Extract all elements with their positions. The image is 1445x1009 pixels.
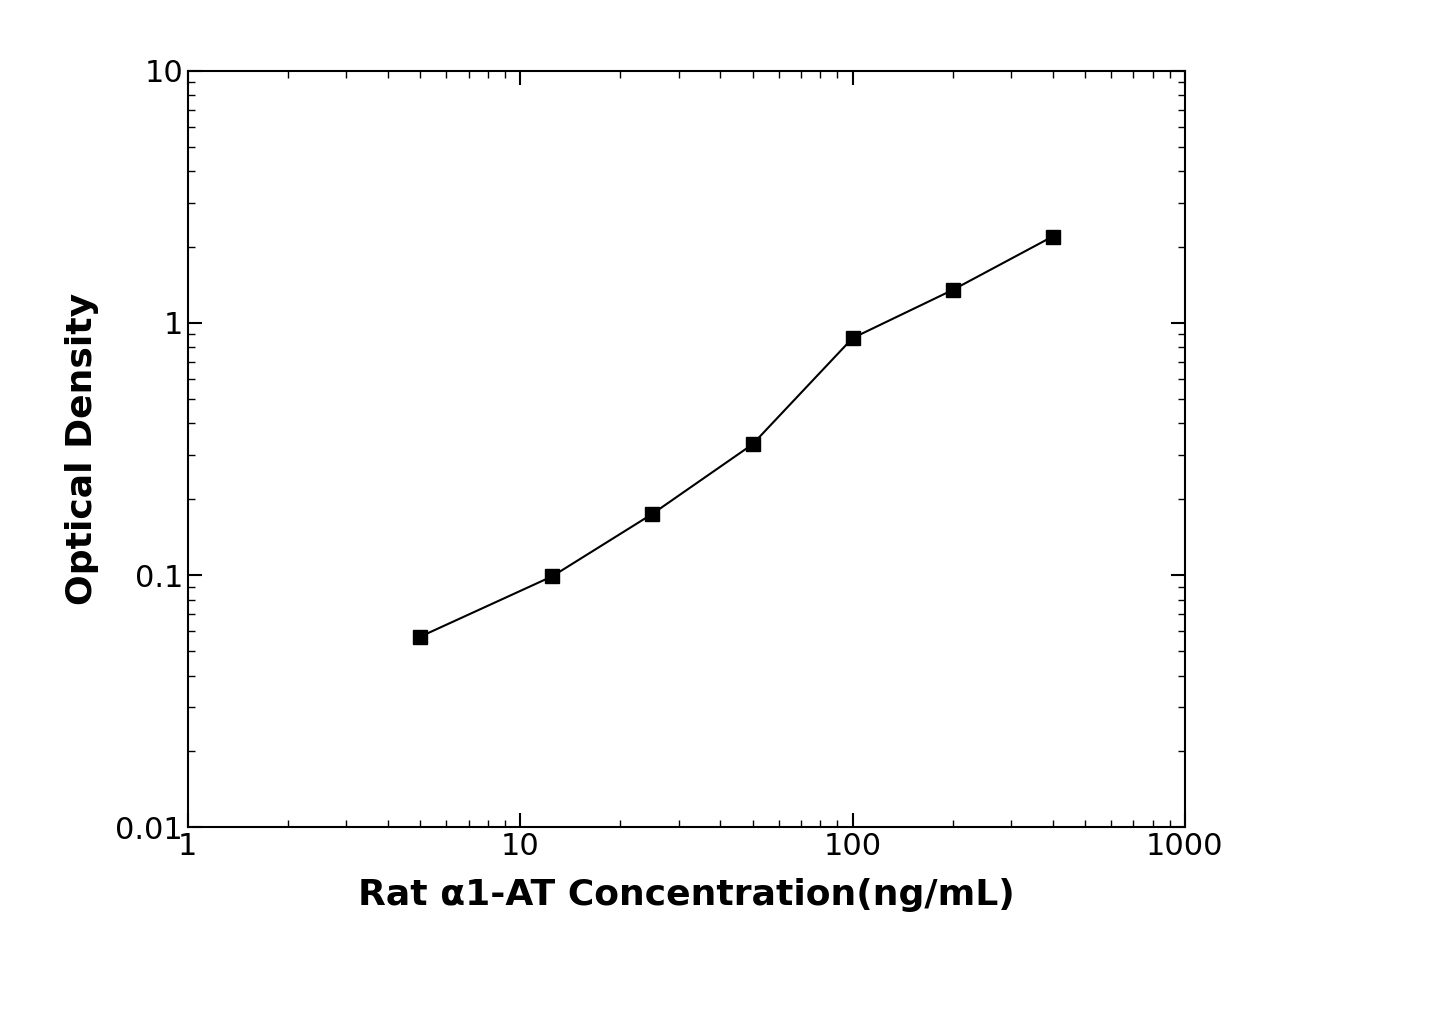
X-axis label: Rat α1-AT Concentration(ng/mL): Rat α1-AT Concentration(ng/mL)	[358, 878, 1014, 912]
Y-axis label: Optical Density: Optical Density	[65, 293, 98, 605]
